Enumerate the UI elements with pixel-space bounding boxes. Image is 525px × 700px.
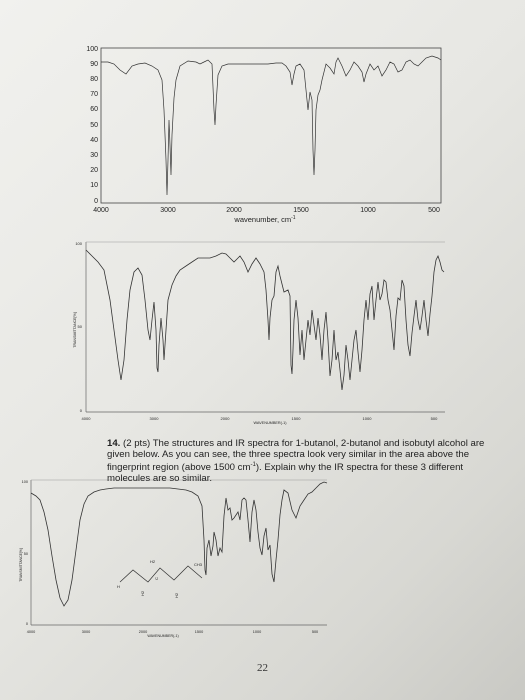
spectrum2-y-top: 100	[75, 241, 82, 246]
molecule-atom-label: CH3	[194, 562, 203, 567]
x-tick: 1500	[195, 630, 203, 634]
x-tick: 4000	[82, 416, 92, 421]
x-tick: 500	[312, 630, 318, 634]
spectrum1-plot-box	[100, 47, 442, 204]
molecule-atom-label: H2	[174, 592, 179, 598]
spectrum1-trace	[101, 55, 442, 196]
molecule-bonds	[119, 565, 203, 583]
ir-spectrum-3: 100 50 0 TRANSMITTANCE[%] 4000 3000 2000…	[19, 479, 328, 638]
spectrum3-y-top: 100	[22, 480, 28, 484]
spectrum3-y-bottom: 0	[26, 622, 28, 626]
spectrum2-y-bottom: 0	[80, 408, 83, 413]
page-number: 22	[257, 662, 268, 674]
spectrum1-xlabel: wavenumber, cm-1	[233, 215, 295, 224]
x-tick: 2000	[221, 416, 231, 421]
x-tick: 1500	[292, 416, 302, 421]
y-tick: 80	[90, 76, 98, 83]
molecule-atom-label: H	[117, 584, 120, 589]
question-superscript: -1	[250, 462, 256, 468]
y-tick: 0	[94, 198, 98, 205]
y-tick: 10	[90, 182, 98, 189]
y-tick: 100	[86, 46, 98, 53]
y-tick: 90	[90, 61, 98, 68]
question-text: (2 pts) The structures and IR spectra fo…	[107, 438, 485, 474]
spectrum2-trace	[85, 249, 445, 391]
x-tick: 4000	[27, 630, 35, 634]
spectrum1-y-ticks: 100 90 80 70 60 50 40 30 20 10 0	[86, 46, 98, 205]
molecule-atom-label: H2	[140, 590, 145, 596]
spectrum3-y-mid: 50	[24, 552, 28, 556]
molecule-atom-label: H2	[150, 559, 156, 564]
x-tick: 1500	[293, 207, 309, 214]
y-tick: 70	[90, 91, 98, 98]
x-tick: 500	[428, 207, 440, 214]
y-tick: 20	[90, 167, 98, 174]
x-tick: 1000	[253, 630, 261, 634]
x-tick: 3000	[160, 207, 176, 214]
x-tick: 2000	[139, 630, 147, 634]
ir-spectrum-2: 100 50 0 TRANSMITTANCE[%] 4000 3000 2000…	[73, 241, 445, 425]
x-tick: 3000	[82, 630, 90, 634]
molecule-structure: H H2 H2 C H2 CH3	[117, 559, 203, 598]
spectrum3-x-ticks: 4000 3000 2000 1500 1000 500	[27, 630, 318, 634]
x-tick: 3000	[150, 416, 160, 421]
question-text-end: ). Explain why the IR spectra for these …	[107, 462, 464, 485]
spectrum3-ylabel: TRANSMITTANCE[%]	[19, 548, 23, 582]
x-tick: 500	[431, 416, 438, 421]
x-tick: 4000	[93, 207, 109, 214]
spectrum2-xlabel: WAVENUMBER(-1)	[253, 421, 287, 425]
spectrum2-ylabel: TRANSMITTANCE[%]	[73, 312, 77, 347]
x-tick: 1000	[360, 207, 376, 214]
question-14: 14. (2 pts) The structures and IR spectr…	[107, 438, 502, 484]
ir-spectrum-1: 100 90 80 70 60 50 40 30 20 10 0 4000 30…	[86, 46, 442, 224]
spectrum1-x-ticks: 4000 3000 2000 1500 1000 500	[93, 207, 440, 214]
spectrum3-xlabel: WAVENUMBER(-1)	[147, 634, 178, 638]
spectrum2-y-mid: 50	[78, 324, 83, 329]
y-tick: 40	[90, 137, 98, 144]
molecule-atom-label: C	[154, 577, 159, 580]
x-tick: 2000	[226, 207, 242, 214]
y-tick: 50	[90, 122, 98, 129]
spectrum2-x-ticks: 4000 3000 2000 1500 1000 500	[82, 416, 439, 421]
spectrum3-trace	[30, 481, 328, 607]
question-number: 14.	[107, 438, 121, 449]
y-tick: 30	[90, 152, 98, 159]
x-tick: 1000	[363, 416, 373, 421]
y-tick: 60	[90, 106, 98, 113]
